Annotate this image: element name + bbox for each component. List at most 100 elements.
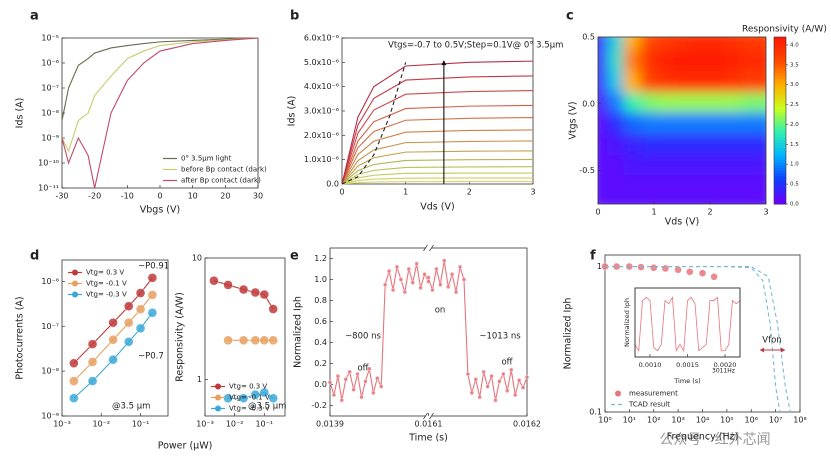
colorbar-slice bbox=[774, 109, 786, 113]
colorbar-slice bbox=[774, 70, 786, 74]
series-line bbox=[341, 117, 534, 185]
y-tick-label: 5.0x10⁻⁶ bbox=[304, 58, 339, 67]
colorbar-slice bbox=[774, 184, 786, 188]
colorbar-slice bbox=[774, 131, 786, 135]
colorbar-slice bbox=[774, 159, 786, 163]
colorbar-slice bbox=[774, 128, 786, 133]
data-point bbox=[124, 301, 134, 311]
legend-marker bbox=[215, 394, 221, 401]
colorbar-slice bbox=[774, 156, 786, 160]
data-point bbox=[268, 304, 278, 314]
data-point bbox=[335, 373, 341, 379]
colorbar-tick-label: 1.5 bbox=[790, 142, 799, 148]
colorbar-slice bbox=[774, 62, 786, 66]
data-point bbox=[108, 318, 118, 328]
data-point bbox=[367, 366, 372, 371]
y-axis-label: Vtgs (V) bbox=[568, 101, 579, 139]
colorbar-slice bbox=[774, 192, 786, 197]
colorbar-slice bbox=[774, 176, 786, 180]
colorbar-slice bbox=[774, 106, 786, 110]
x-axis-label: Time (s) bbox=[673, 377, 700, 385]
series-line bbox=[341, 177, 533, 185]
colorbar-slice bbox=[774, 126, 786, 130]
y-tick-label: 3.0x10⁻⁶ bbox=[304, 107, 339, 116]
y-tick-label: 0.6 bbox=[314, 317, 327, 326]
x-tick-label: 10⁻³ bbox=[53, 420, 71, 429]
data-point bbox=[259, 289, 269, 300]
y-tick-label: 10⁻⁶ bbox=[41, 277, 59, 286]
annotation: 3011Hz bbox=[712, 368, 735, 375]
x-axis-label: Time (s) bbox=[408, 433, 448, 444]
data-point bbox=[371, 390, 376, 396]
data-point bbox=[481, 369, 486, 375]
x-tick-label: 10⁻¹ bbox=[132, 420, 150, 429]
legend-marker bbox=[215, 383, 221, 390]
data-point bbox=[223, 280, 233, 290]
x-axis-label: Vbgs (V) bbox=[140, 205, 180, 216]
data-point bbox=[135, 323, 146, 334]
colorbar-slice bbox=[774, 48, 786, 52]
data-point bbox=[674, 266, 682, 274]
data-point bbox=[135, 288, 146, 298]
data-point bbox=[69, 376, 79, 386]
colorbar-slice bbox=[774, 39, 786, 44]
marker-arrowhead bbox=[441, 60, 447, 66]
y-tick-label: 10⁻⁹ bbox=[41, 412, 59, 421]
legend-label: measurement bbox=[629, 390, 678, 398]
colorbar-slice bbox=[774, 181, 786, 186]
legend-marker bbox=[615, 390, 621, 397]
x-axis-label: Frequency (Hz) bbox=[667, 432, 739, 443]
x-tick-label: -10 bbox=[121, 192, 134, 201]
data-point bbox=[135, 304, 146, 314]
data-point bbox=[650, 264, 658, 272]
data-point bbox=[442, 258, 447, 263]
legend-marker bbox=[72, 291, 78, 298]
x-tick-label: -20 bbox=[88, 192, 101, 201]
data-point bbox=[147, 290, 158, 300]
data-point bbox=[390, 287, 396, 293]
y-tick-label: 1.2 bbox=[314, 254, 327, 263]
data-point bbox=[268, 335, 278, 346]
data-point bbox=[259, 387, 269, 398]
annotation: ~P0.91 bbox=[138, 262, 169, 272]
series-line bbox=[341, 60, 534, 185]
x-tick-label: 2 bbox=[707, 208, 712, 217]
x-tick-label: 10² bbox=[647, 416, 660, 425]
data-point bbox=[223, 393, 233, 403]
annotation: @3.5 μm bbox=[112, 402, 150, 412]
data-point bbox=[461, 277, 467, 282]
colorbar-slice bbox=[774, 87, 786, 91]
colorbar-slice bbox=[774, 67, 786, 71]
colorbar-slice bbox=[774, 145, 786, 149]
data-point bbox=[438, 282, 443, 287]
colorbar-tick-label: 3.0 bbox=[790, 82, 799, 88]
colorbar-slice bbox=[774, 148, 786, 152]
colorbar-slice bbox=[774, 103, 786, 108]
colorbar-slice bbox=[774, 56, 786, 60]
y-tick-label: 10⁻⁸ bbox=[41, 367, 59, 376]
plot-frame bbox=[204, 257, 286, 417]
data-point bbox=[469, 390, 475, 396]
data-point bbox=[124, 337, 134, 347]
x-tick-label: 10⁻² bbox=[92, 420, 110, 429]
data-point bbox=[355, 371, 360, 377]
data-point bbox=[339, 398, 345, 403]
annotation: off bbox=[501, 358, 513, 368]
axis-break bbox=[429, 412, 434, 420]
series-line bbox=[341, 129, 534, 185]
colorbar-slice bbox=[774, 153, 786, 158]
series-line bbox=[341, 62, 407, 185]
annotation: Vfon bbox=[762, 336, 781, 346]
data-point bbox=[209, 276, 219, 286]
data-point bbox=[422, 272, 427, 277]
data-point bbox=[124, 318, 134, 328]
data-point bbox=[686, 268, 694, 276]
watermark: 公众号 · 红外芯闻 bbox=[659, 432, 770, 448]
colorbar-frame bbox=[773, 36, 787, 205]
y-tick-label: 10⁻⁶ bbox=[41, 59, 59, 68]
x-tick-label: 10⁶ bbox=[745, 416, 758, 425]
data-point bbox=[449, 272, 455, 277]
colorbar-slice bbox=[774, 101, 786, 105]
x-tick-label: 0.0015 bbox=[676, 361, 699, 369]
